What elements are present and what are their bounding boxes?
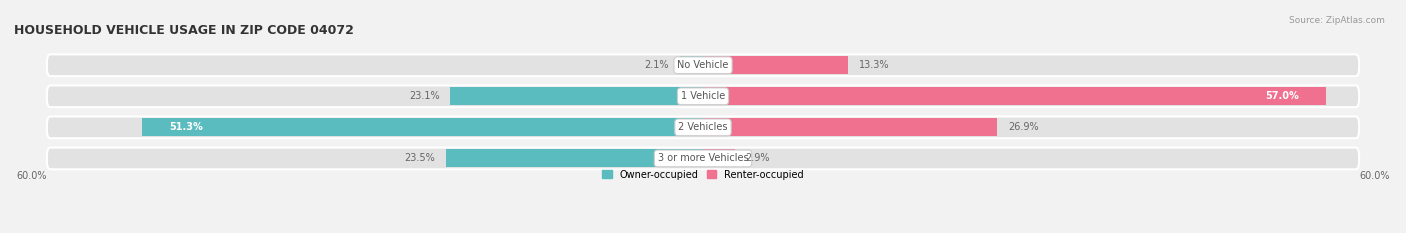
Text: HOUSEHOLD VEHICLE USAGE IN ZIP CODE 04072: HOUSEHOLD VEHICLE USAGE IN ZIP CODE 0407… (14, 24, 354, 37)
Text: 23.1%: 23.1% (409, 91, 440, 101)
Text: 13.3%: 13.3% (859, 60, 890, 70)
Text: 3 or more Vehicles: 3 or more Vehicles (658, 154, 748, 163)
Text: Source: ZipAtlas.com: Source: ZipAtlas.com (1289, 16, 1385, 25)
Legend: Owner-occupied, Renter-occupied: Owner-occupied, Renter-occupied (602, 170, 804, 180)
Text: 60.0%: 60.0% (1360, 171, 1389, 181)
Text: 1 Vehicle: 1 Vehicle (681, 91, 725, 101)
FancyBboxPatch shape (46, 86, 1360, 107)
Bar (446, 149, 703, 168)
Text: 2.1%: 2.1% (644, 60, 669, 70)
Text: 23.5%: 23.5% (405, 154, 434, 163)
Bar (450, 87, 703, 105)
Bar (703, 149, 735, 168)
Text: 26.9%: 26.9% (1008, 122, 1039, 132)
FancyBboxPatch shape (46, 54, 1360, 76)
Text: 57.0%: 57.0% (1265, 91, 1299, 101)
Bar (681, 56, 703, 74)
Text: 2.9%: 2.9% (745, 154, 770, 163)
Bar (142, 118, 703, 136)
Text: 60.0%: 60.0% (17, 171, 46, 181)
Bar (703, 118, 997, 136)
FancyBboxPatch shape (46, 116, 1360, 138)
FancyBboxPatch shape (46, 147, 1360, 169)
Bar (703, 56, 848, 74)
Text: 2 Vehicles: 2 Vehicles (678, 122, 728, 132)
Text: No Vehicle: No Vehicle (678, 60, 728, 70)
Text: 51.3%: 51.3% (169, 122, 202, 132)
Bar (703, 87, 1326, 105)
